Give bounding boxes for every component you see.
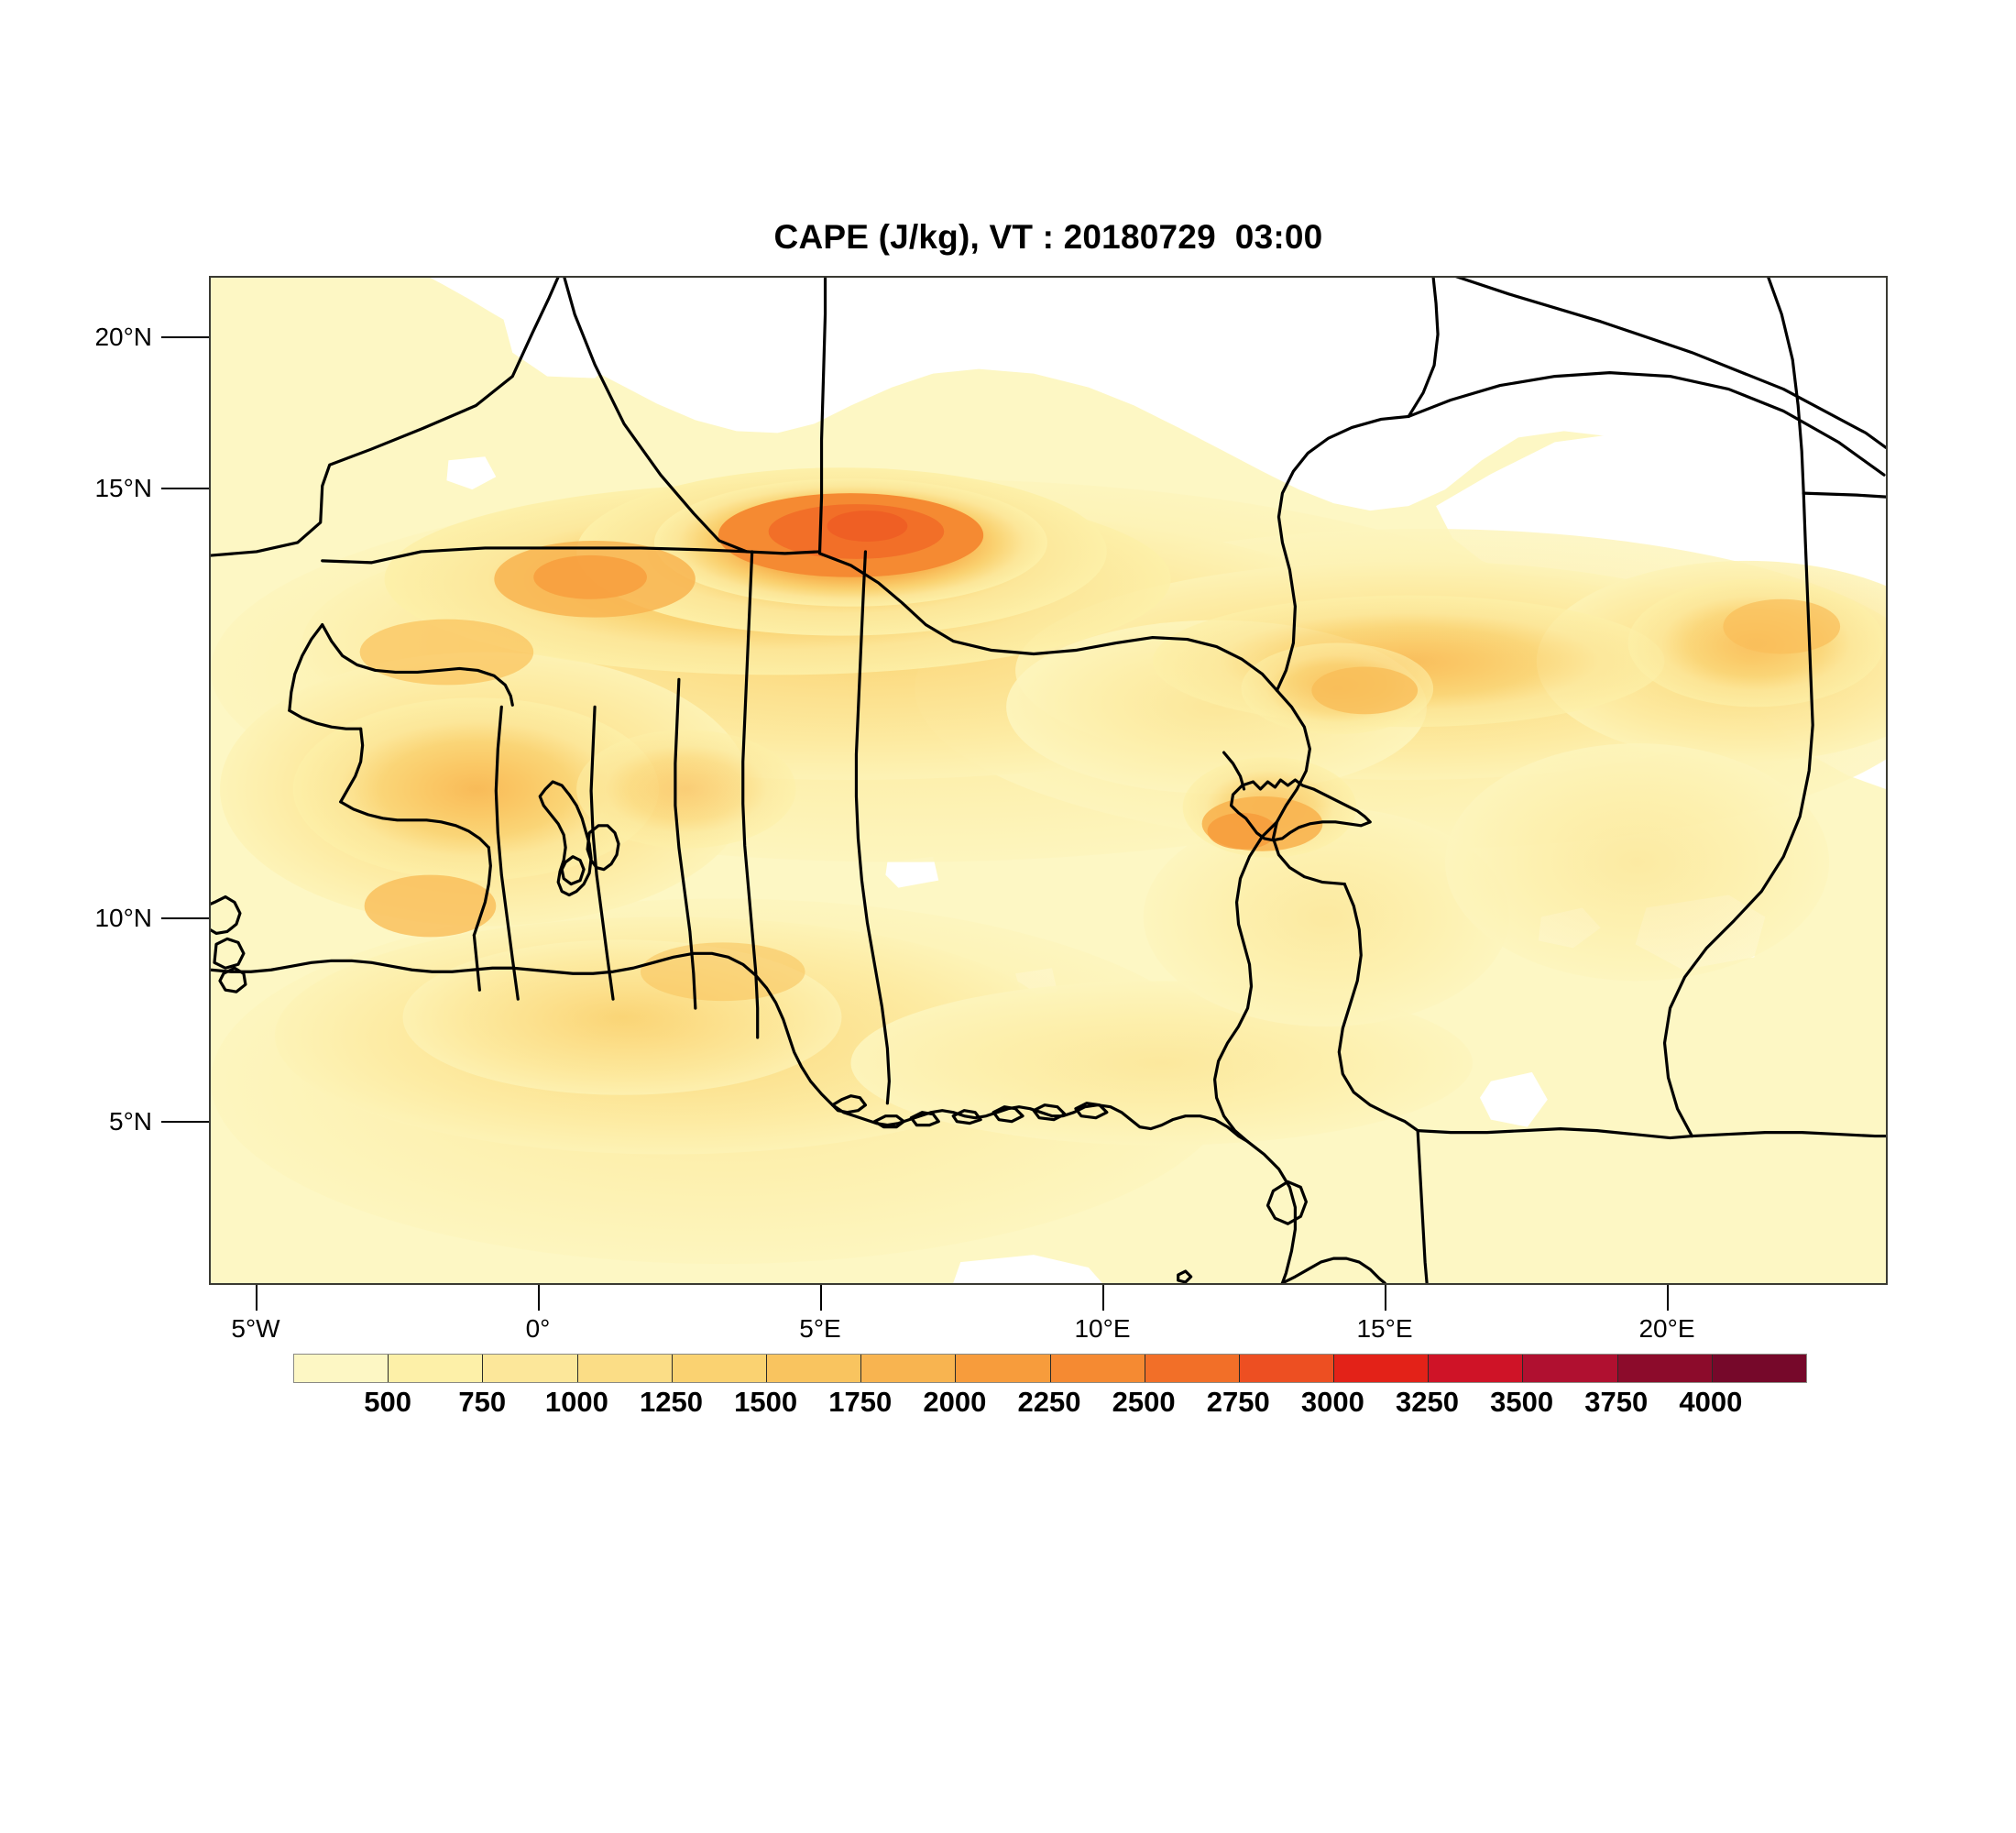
ytick-label-20n: 20°N <box>94 323 152 351</box>
colorbar-segment <box>1145 1355 1240 1382</box>
white-patch-n <box>667 321 760 380</box>
burkina-hotspot <box>364 874 497 938</box>
satellite-max-west-core <box>533 554 647 599</box>
colorbar-tick-label: 1750 <box>828 1386 893 1418</box>
ytick-line-10n <box>161 917 209 919</box>
xtick-label-10e: 10°E <box>1074 1314 1131 1343</box>
colorbar-tick-label: 1250 <box>640 1386 703 1418</box>
xtick-label-20e: 20°E <box>1638 1314 1695 1343</box>
chad-hotspot <box>1311 666 1419 715</box>
colorbar-tick-label: 3250 <box>1396 1386 1459 1418</box>
colorbar-segment <box>294 1355 389 1382</box>
east-chad-hotspot <box>1723 598 1841 654</box>
country-borders <box>211 278 1886 1283</box>
colorbar-segment <box>1712 1355 1806 1382</box>
colorbar-segment <box>861 1355 957 1382</box>
colorbar-segment <box>766 1355 862 1382</box>
colorbar[interactable] <box>293 1354 1807 1383</box>
colorbar-segment <box>1617 1355 1713 1382</box>
colorbar-tick-label: 4000 <box>1679 1386 1743 1418</box>
coastal-hotspot <box>640 942 805 1002</box>
xtick-label-5e: 5°E <box>799 1314 841 1343</box>
map-plot-area[interactable] <box>209 276 1888 1285</box>
colorbar-tick-label: 2000 <box>923 1386 987 1418</box>
colorbar-segment <box>1334 1355 1430 1382</box>
car-lobe <box>1445 743 1830 982</box>
main-max-peak <box>827 510 908 542</box>
white-patch-bioko-sea <box>1479 1071 1548 1127</box>
ytick-line-15n <box>161 488 209 489</box>
xtick-line-20e <box>1667 1285 1669 1311</box>
xtick-label-5w: 5°W <box>231 1314 280 1343</box>
colorbar-tick-label: 500 <box>364 1386 411 1418</box>
colorbar-segment <box>1239 1355 1335 1382</box>
colorbar-segment <box>483 1355 578 1382</box>
ytick-label-15n: 15°N <box>94 474 152 502</box>
colorbar-tick-label: 2250 <box>1017 1386 1081 1418</box>
colorbar-tick-label: 2750 <box>1206 1386 1270 1418</box>
colorbar-segment <box>577 1355 673 1382</box>
page-title: CAPE (J/kg), VT : 20180729 03:00 <box>773 218 1323 256</box>
colorbar-segment <box>389 1355 484 1382</box>
nigeria-central-lobe <box>1143 807 1509 1027</box>
colorbar-tick-label: 3750 <box>1584 1386 1649 1418</box>
white-patch-mali <box>446 456 497 490</box>
xtick-line-10e <box>1102 1285 1104 1311</box>
colorbar-tick-label: 3000 <box>1300 1386 1364 1418</box>
satellite-max-mali <box>359 619 534 686</box>
xtick-label-15e: 15°E <box>1356 1314 1413 1343</box>
colorbar-tick-label: 1000 <box>544 1386 608 1418</box>
colorbar-segment <box>1429 1355 1524 1382</box>
colorbar-segment <box>956 1355 1051 1382</box>
xtick-line-15e <box>1385 1285 1386 1311</box>
xtick-line-0 <box>538 1285 540 1311</box>
colorbar-tick-label: 3500 <box>1490 1386 1554 1418</box>
burkina-core <box>292 697 659 881</box>
colorbar-tick-label: 1500 <box>734 1386 798 1418</box>
ytick-label-5n: 5°N <box>109 1107 152 1136</box>
cape-contour-map <box>211 278 1886 1283</box>
sahara-unshaded-region <box>211 278 1886 579</box>
colorbar-segment <box>1050 1355 1145 1382</box>
colorbar-segment <box>672 1355 767 1382</box>
colorbar-segment <box>1523 1355 1618 1382</box>
xtick-line-5e <box>820 1285 822 1311</box>
colorbar-tick-label: 2500 <box>1112 1386 1176 1418</box>
ytick-label-10n: 10°N <box>94 904 152 932</box>
white-patch-central <box>885 856 939 888</box>
ytick-line-20n <box>161 336 209 338</box>
colorbar-tick-label: 750 <box>458 1386 507 1418</box>
ytick-line-5n <box>161 1121 209 1123</box>
mali-spot <box>576 730 796 849</box>
white-patch-nw <box>503 304 621 379</box>
xtick-label-0: 0° <box>525 1314 551 1343</box>
white-patch-south <box>953 1255 1102 1283</box>
xtick-line-5w <box>256 1285 257 1311</box>
